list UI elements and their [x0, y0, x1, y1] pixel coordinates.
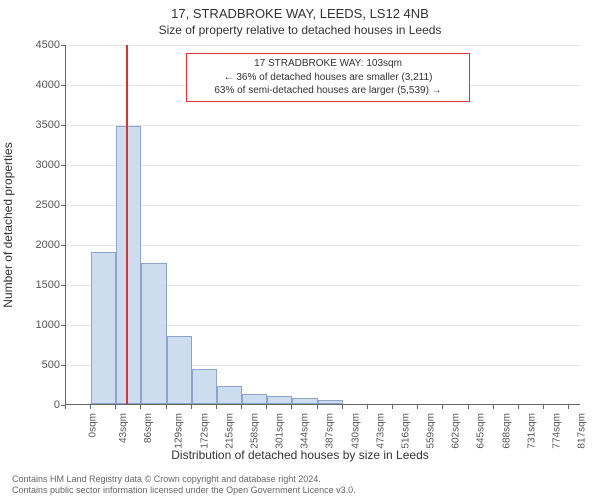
x-tick-label: 258sqm	[250, 413, 261, 449]
y-tick-label: 4000	[20, 79, 60, 91]
histogram-bar	[116, 126, 141, 404]
footer-line-1: Contains HM Land Registry data © Crown c…	[12, 474, 356, 485]
x-tick-mark	[317, 405, 318, 409]
x-tick-mark	[392, 405, 393, 409]
gridline	[66, 205, 580, 206]
x-tick-mark	[166, 405, 167, 409]
plot-area: 17 STRADBROKE WAY: 103sqm← 36% of detach…	[65, 45, 580, 405]
y-tick-label: 1000	[20, 319, 60, 331]
histogram-bar	[141, 263, 166, 404]
histogram-bar	[292, 398, 317, 404]
annotation-box: 17 STRADBROKE WAY: 103sqm← 36% of detach…	[186, 53, 470, 102]
gridline	[66, 45, 580, 46]
y-tick-label: 3000	[20, 159, 60, 171]
footer-line-2: Contains public sector information licen…	[12, 485, 356, 496]
x-tick-label: 172sqm	[199, 413, 210, 449]
y-tick-label: 4500	[20, 39, 60, 51]
x-tick-mark	[115, 405, 116, 409]
x-tick-mark	[442, 405, 443, 409]
gridline	[66, 245, 580, 246]
x-tick-label: 344sqm	[300, 413, 311, 449]
x-tick-label: 602sqm	[451, 413, 462, 449]
x-tick-label: 387sqm	[325, 413, 336, 449]
x-tick-label: 774sqm	[552, 413, 563, 449]
footer-attribution: Contains HM Land Registry data © Crown c…	[12, 474, 356, 497]
y-tick-label: 500	[20, 359, 60, 371]
x-tick-mark	[291, 405, 292, 409]
x-tick-mark	[65, 405, 66, 409]
histogram-bar	[192, 369, 217, 404]
x-tick-mark	[90, 405, 91, 409]
marker-vertical-line	[126, 45, 128, 404]
x-tick-label: 559sqm	[426, 413, 437, 449]
annotation-line: 17 STRADBROKE WAY: 103sqm	[193, 57, 463, 71]
x-tick-mark	[367, 405, 368, 409]
x-tick-mark	[543, 405, 544, 409]
y-tick-label: 2000	[20, 239, 60, 251]
x-tick-label: 817sqm	[577, 413, 588, 449]
histogram-bar	[217, 386, 242, 404]
x-tick-label: 645sqm	[476, 413, 487, 449]
chart-title-sub: Size of property relative to detached ho…	[0, 23, 600, 37]
y-tick-label: 3500	[20, 119, 60, 131]
x-tick-label: 731sqm	[526, 413, 537, 449]
x-tick-mark	[568, 405, 569, 409]
x-tick-mark	[342, 405, 343, 409]
x-tick-label: 473sqm	[375, 413, 386, 449]
y-tick-label: 0	[20, 399, 60, 411]
x-tick-mark	[468, 405, 469, 409]
y-axis-label: Number of detached properties	[1, 142, 15, 307]
x-tick-mark	[191, 405, 192, 409]
x-tick-label: 516sqm	[401, 413, 412, 449]
x-tick-mark	[216, 405, 217, 409]
y-tick-label: 1500	[20, 279, 60, 291]
x-tick-label: 86sqm	[143, 413, 154, 443]
chart-title-main: 17, STRADBROKE WAY, LEEDS, LS12 4NB	[0, 6, 600, 21]
x-tick-mark	[518, 405, 519, 409]
x-tick-label: 129sqm	[174, 413, 185, 449]
histogram-bar	[242, 394, 267, 404]
x-tick-mark	[241, 405, 242, 409]
x-tick-label: 0sqm	[87, 413, 98, 437]
x-tick-mark	[266, 405, 267, 409]
x-tick-label: 215sqm	[224, 413, 235, 449]
x-tick-mark	[140, 405, 141, 409]
histogram-bar	[167, 336, 192, 404]
x-tick-label: 301sqm	[275, 413, 286, 449]
chart-container: 17, STRADBROKE WAY, LEEDS, LS12 4NB Size…	[0, 0, 600, 500]
x-tick-label: 430sqm	[350, 413, 361, 449]
x-axis-label: Distribution of detached houses by size …	[0, 448, 600, 462]
x-tick-mark	[493, 405, 494, 409]
histogram-bar	[267, 396, 292, 404]
histogram-bar	[91, 252, 116, 404]
x-tick-label: 688sqm	[501, 413, 512, 449]
gridline	[66, 125, 580, 126]
annotation-line: ← 36% of detached houses are smaller (3,…	[193, 71, 463, 85]
x-tick-label: 43sqm	[118, 413, 129, 443]
histogram-bar	[318, 400, 343, 404]
y-tick-label: 2500	[20, 199, 60, 211]
annotation-line: 63% of semi-detached houses are larger (…	[193, 84, 463, 98]
gridline	[66, 165, 580, 166]
x-tick-mark	[417, 405, 418, 409]
